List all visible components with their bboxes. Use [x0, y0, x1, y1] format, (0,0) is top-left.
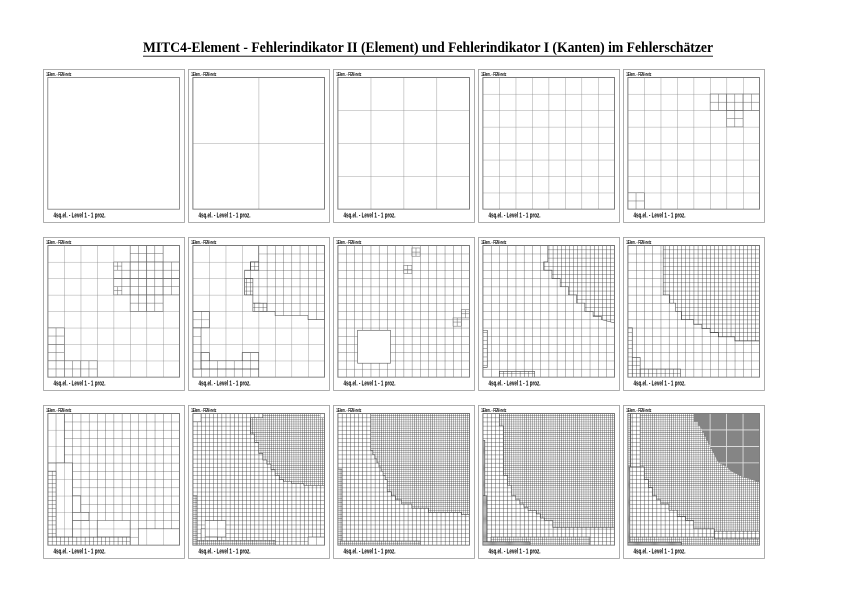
- svg-text:MITC4-Element - Fehlerindikato: MITC4-Element - Fehlerindikator II (Elem…: [143, 40, 714, 56]
- svg-text:4sq.el. - Level 1 - 1 proz.: 4sq.el. - Level 1 - 1 proz.: [489, 379, 541, 388]
- svg-text:4sq.el. - Level 1 - 1 proz.: 4sq.el. - Level 1 - 1 proz.: [489, 547, 541, 556]
- svg-text:4sq.el. - Level 1 - 1 proz.: 4sq.el. - Level 1 - 1 proz.: [54, 547, 106, 556]
- svg-text:4sq.el. - Level 1 - 1 proz.: 4sq.el. - Level 1 - 1 proz.: [54, 211, 106, 220]
- svg-text:1Elem. - FEM-netz: 1Elem. - FEM-netz: [46, 240, 71, 246]
- svg-text:1Elem. - FEM-netz: 1Elem. - FEM-netz: [626, 72, 651, 78]
- svg-text:1Elem. - FEM-netz: 1Elem. - FEM-netz: [481, 72, 506, 78]
- svg-text:1Elem. - FEM-netz: 1Elem. - FEM-netz: [46, 72, 71, 78]
- svg-text:4sq.el. - Level 1 - 1 proz.: 4sq.el. - Level 1 - 1 proz.: [344, 379, 396, 388]
- svg-text:4sq.el. - Level 1 - 1 proz.: 4sq.el. - Level 1 - 1 proz.: [199, 379, 251, 388]
- svg-text:1Elem. - FEM-netz: 1Elem. - FEM-netz: [481, 408, 506, 414]
- svg-text:4sq.el. - Level 1 - 1 proz.: 4sq.el. - Level 1 - 1 proz.: [344, 547, 396, 556]
- svg-text:1Elem. - FEM-netz: 1Elem. - FEM-netz: [626, 240, 651, 246]
- svg-text:4sq.el. - Level 1 - 1 proz.: 4sq.el. - Level 1 - 1 proz.: [344, 211, 396, 220]
- svg-text:4sq.el. - Level 1 - 1 proz.: 4sq.el. - Level 1 - 1 proz.: [489, 211, 541, 220]
- svg-text:4sq.el. - Level 1 - 1 proz.: 4sq.el. - Level 1 - 1 proz.: [634, 211, 686, 220]
- svg-text:1Elem. - FEM-netz: 1Elem. - FEM-netz: [191, 240, 216, 246]
- svg-text:4sq.el. - Level 1 - 1 proz.: 4sq.el. - Level 1 - 1 proz.: [634, 379, 686, 388]
- svg-text:1Elem. - FEM-netz: 1Elem. - FEM-netz: [336, 72, 361, 78]
- svg-text:1Elem. - FEM-netz: 1Elem. - FEM-netz: [626, 408, 651, 414]
- svg-text:4sq.el. - Level 1 - 1 proz.: 4sq.el. - Level 1 - 1 proz.: [199, 547, 251, 556]
- svg-text:1Elem. - FEM-netz: 1Elem. - FEM-netz: [481, 240, 506, 246]
- svg-text:1Elem. - FEM-netz: 1Elem. - FEM-netz: [336, 408, 361, 414]
- svg-text:1Elem. - FEM-netz: 1Elem. - FEM-netz: [46, 408, 71, 414]
- svg-text:4sq.el. - Level 1 - 1 proz.: 4sq.el. - Level 1 - 1 proz.: [634, 547, 686, 556]
- svg-text:4sq.el. - Level 1 - 1 proz.: 4sq.el. - Level 1 - 1 proz.: [199, 211, 251, 220]
- svg-text:1Elem. - FEM-netz: 1Elem. - FEM-netz: [191, 408, 216, 414]
- svg-text:1Elem. - FEM-netz: 1Elem. - FEM-netz: [191, 72, 216, 78]
- svg-text:4sq.el. - Level 1 - 1 proz.: 4sq.el. - Level 1 - 1 proz.: [54, 379, 106, 388]
- svg-text:1Elem. - FEM-netz: 1Elem. - FEM-netz: [336, 240, 361, 246]
